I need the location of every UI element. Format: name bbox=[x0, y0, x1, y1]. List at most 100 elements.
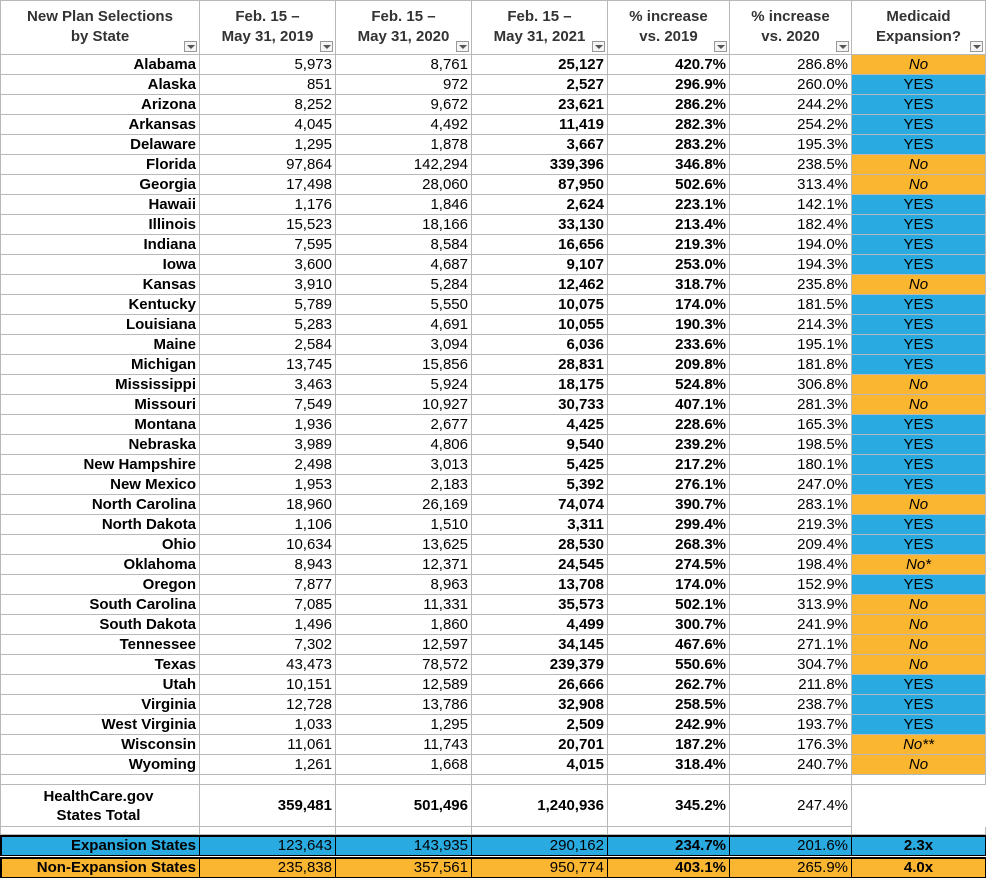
data-cell: 194.0% bbox=[730, 235, 852, 255]
summary-cell: 143,935 bbox=[336, 835, 472, 856]
state-name: Montana bbox=[0, 415, 200, 435]
data-cell: 195.3% bbox=[730, 135, 852, 155]
state-name: Alabama bbox=[0, 55, 200, 75]
total-cell: 501,496 bbox=[336, 785, 472, 827]
expansion-status: YES bbox=[852, 515, 986, 535]
data-cell: 253.0% bbox=[608, 255, 730, 275]
state-name: Illinois bbox=[0, 215, 200, 235]
data-cell: 152.9% bbox=[730, 575, 852, 595]
expansion-status: YES bbox=[852, 355, 986, 375]
expansion-status: YES bbox=[852, 195, 986, 215]
data-cell: 8,584 bbox=[336, 235, 472, 255]
total-cell: 1,240,936 bbox=[472, 785, 608, 827]
expansion-status: YES bbox=[852, 335, 986, 355]
header-text: vs. 2019 bbox=[639, 28, 698, 45]
header-text: May 31, 2019 bbox=[221, 28, 314, 45]
summary-cell: 235,838 bbox=[200, 857, 336, 878]
data-cell: 10,634 bbox=[200, 535, 336, 555]
state-name: North Dakota bbox=[0, 515, 200, 535]
expansion-status: YES bbox=[852, 215, 986, 235]
empty-cell bbox=[730, 827, 852, 835]
data-cell: 28,831 bbox=[472, 355, 608, 375]
state-name: Texas bbox=[0, 655, 200, 675]
expansion-status: YES bbox=[852, 715, 986, 735]
state-name: Iowa bbox=[0, 255, 200, 275]
data-cell: 1,261 bbox=[200, 755, 336, 775]
data-cell: 420.7% bbox=[608, 55, 730, 75]
filter-button[interactable] bbox=[184, 41, 197, 52]
data-cell: 502.6% bbox=[608, 175, 730, 195]
data-cell: 282.3% bbox=[608, 115, 730, 135]
data-cell: 10,055 bbox=[472, 315, 608, 335]
header-text: % increase bbox=[751, 8, 830, 25]
data-cell: 276.1% bbox=[608, 475, 730, 495]
expansion-status: YES bbox=[852, 135, 986, 155]
data-cell: 142,294 bbox=[336, 155, 472, 175]
data-cell: 11,061 bbox=[200, 735, 336, 755]
state-name: Virginia bbox=[0, 695, 200, 715]
total-label-line: States Total bbox=[56, 807, 141, 824]
data-cell: 12,728 bbox=[200, 695, 336, 715]
data-cell: 4,425 bbox=[472, 415, 608, 435]
data-cell: 306.8% bbox=[730, 375, 852, 395]
header-cell: % increase vs. 2020 bbox=[730, 0, 852, 55]
data-cell: 233.6% bbox=[608, 335, 730, 355]
data-cell: 1,936 bbox=[200, 415, 336, 435]
data-cell: 17,498 bbox=[200, 175, 336, 195]
data-cell: 3,094 bbox=[336, 335, 472, 355]
header-text: Feb. 15 – bbox=[235, 8, 300, 25]
expansion-status: YES bbox=[852, 95, 986, 115]
filter-button[interactable] bbox=[836, 41, 849, 52]
data-cell: 281.3% bbox=[730, 395, 852, 415]
data-cell: 274.5% bbox=[608, 555, 730, 575]
data-cell: 13,786 bbox=[336, 695, 472, 715]
data-cell: 235.8% bbox=[730, 275, 852, 295]
data-cell: 10,927 bbox=[336, 395, 472, 415]
state-name: Indiana bbox=[0, 235, 200, 255]
filter-button[interactable] bbox=[320, 41, 333, 52]
filter-button[interactable] bbox=[592, 41, 605, 52]
state-name: Delaware bbox=[0, 135, 200, 155]
data-cell: 5,789 bbox=[200, 295, 336, 315]
empty-cell bbox=[608, 827, 730, 835]
data-cell: 1,106 bbox=[200, 515, 336, 535]
expansion-status: YES bbox=[852, 295, 986, 315]
filter-button[interactable] bbox=[456, 41, 469, 52]
data-cell: 78,572 bbox=[336, 655, 472, 675]
data-cell: 4,492 bbox=[336, 115, 472, 135]
summary-cell: 290,162 bbox=[472, 835, 608, 856]
data-cell: 1,878 bbox=[336, 135, 472, 155]
data-cell: 198.5% bbox=[730, 435, 852, 455]
state-name: Arizona bbox=[0, 95, 200, 115]
expansion-status: No bbox=[852, 495, 986, 515]
data-cell: 8,943 bbox=[200, 555, 336, 575]
data-cell: 1,496 bbox=[200, 615, 336, 635]
summary-cell: 265.9% bbox=[730, 857, 852, 878]
summary-cell: 123,643 bbox=[200, 835, 336, 856]
data-cell: 176.3% bbox=[730, 735, 852, 755]
empty-cell bbox=[200, 827, 336, 835]
data-cell: 33,130 bbox=[472, 215, 608, 235]
data-cell: 283.2% bbox=[608, 135, 730, 155]
expansion-status: YES bbox=[852, 475, 986, 495]
total-cell: 359,481 bbox=[200, 785, 336, 827]
data-cell: 26,666 bbox=[472, 675, 608, 695]
data-cell: 217.2% bbox=[608, 455, 730, 475]
expansion-status: No bbox=[852, 595, 986, 615]
state-name: Kentucky bbox=[0, 295, 200, 315]
data-cell: 4,806 bbox=[336, 435, 472, 455]
filter-button[interactable] bbox=[714, 41, 727, 52]
state-name: Tennessee bbox=[0, 635, 200, 655]
data-cell: 1,295 bbox=[200, 135, 336, 155]
state-name: Michigan bbox=[0, 355, 200, 375]
data-cell: 7,302 bbox=[200, 635, 336, 655]
data-cell: 502.1% bbox=[608, 595, 730, 615]
filter-button[interactable] bbox=[970, 41, 983, 52]
data-cell: 313.9% bbox=[730, 595, 852, 615]
empty-cell bbox=[472, 827, 608, 835]
expansion-status: No bbox=[852, 655, 986, 675]
data-cell: 4,687 bbox=[336, 255, 472, 275]
header-cell: Feb. 15 – May 31, 2020 bbox=[336, 0, 472, 55]
empty-cell bbox=[0, 827, 200, 835]
data-cell: 851 bbox=[200, 75, 336, 95]
